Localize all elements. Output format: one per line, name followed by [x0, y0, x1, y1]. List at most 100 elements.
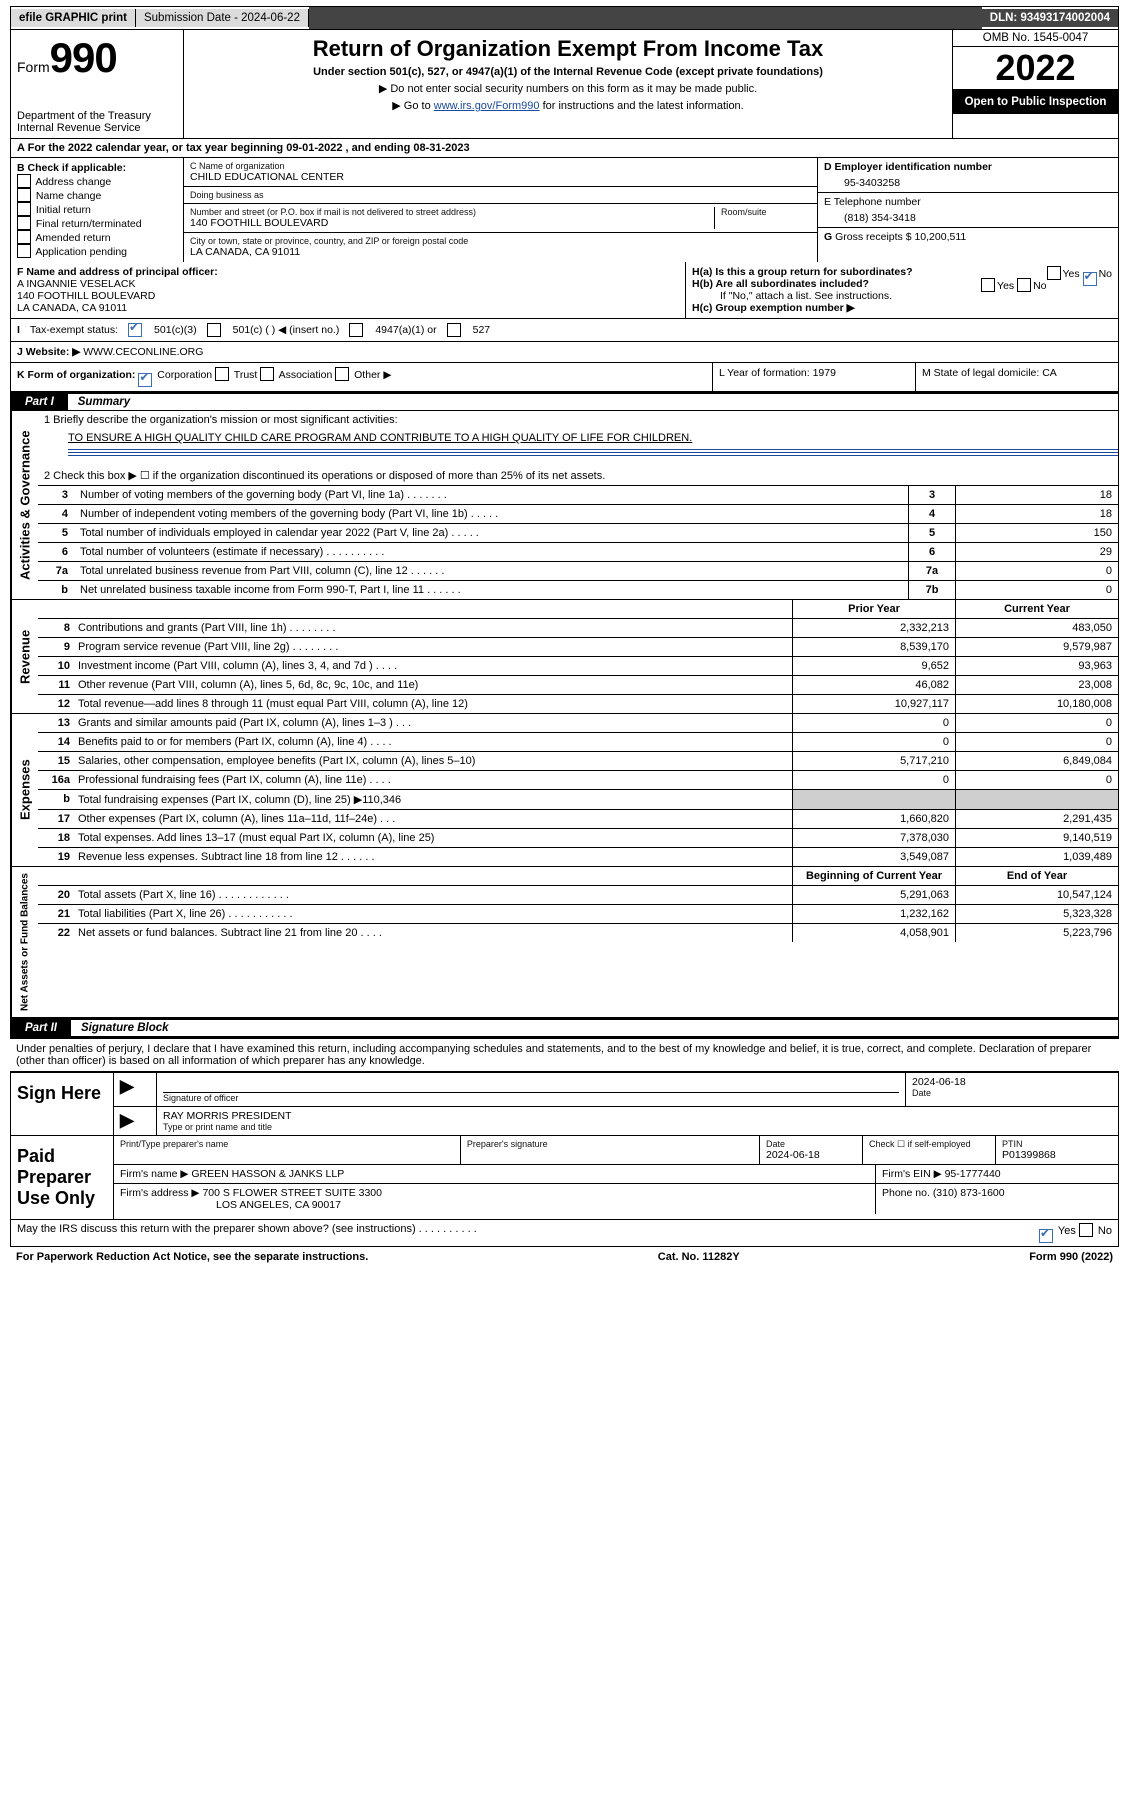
- line-num: 16a: [38, 771, 74, 789]
- current-value: 483,050: [955, 619, 1118, 637]
- opt-corp: Corporation: [157, 369, 212, 381]
- efile-button[interactable]: efile GRAPHIC print: [11, 9, 136, 27]
- line-text: Total assets (Part X, line 16) . . . . .…: [74, 886, 792, 904]
- phone-value: (818) 354-3418: [824, 208, 1112, 224]
- check-other[interactable]: [335, 367, 349, 381]
- firm-phone: (310) 873-1600: [933, 1187, 1005, 1199]
- check-corp[interactable]: [138, 373, 152, 387]
- check-discuss-no[interactable]: [1079, 1223, 1093, 1237]
- signature-declaration: Under penalties of perjury, I declare th…: [10, 1037, 1119, 1071]
- check-initial-return[interactable]: Initial return: [36, 204, 91, 216]
- opt-4947: 4947(a)(1) or: [375, 324, 436, 336]
- current-value: 1,039,489: [955, 848, 1118, 866]
- check-name-change[interactable]: Name change: [36, 190, 101, 202]
- form-subtitle-2: ▶ Do not enter social security numbers o…: [190, 82, 946, 95]
- pra-notice: For Paperwork Reduction Act Notice, see …: [16, 1251, 368, 1263]
- line-text: Other expenses (Part IX, column (A), lin…: [74, 810, 792, 828]
- governance-table: 3 Number of voting members of the govern…: [38, 485, 1118, 599]
- check-4947[interactable]: [349, 323, 363, 337]
- line-num: 22: [38, 924, 74, 942]
- city-label: City or town, state or province, country…: [190, 236, 811, 246]
- state-domicile: M State of legal domicile: CA: [915, 363, 1118, 391]
- check-501c3[interactable]: [128, 323, 142, 337]
- line-num: 12: [38, 695, 74, 713]
- gross-receipts: Gross receipts $ 10,200,511: [835, 231, 966, 243]
- c-label: C Name of organization: [190, 161, 811, 171]
- opt-501c: 501(c) ( ) ◀ (insert no.): [233, 324, 340, 336]
- line-num: 14: [38, 733, 74, 751]
- line-ref: 3: [909, 486, 956, 505]
- line-value: 29: [956, 543, 1119, 562]
- prior-value: 3,549,087: [792, 848, 955, 866]
- discuss-text: May the IRS discuss this return with the…: [17, 1223, 1039, 1243]
- prior-value: 8,539,170: [792, 638, 955, 656]
- discuss-row: May the IRS discuss this return with the…: [10, 1220, 1119, 1247]
- line-num: 10: [38, 657, 74, 675]
- line-text: Number of voting members of the governin…: [74, 486, 909, 505]
- prep-name-label: Print/Type preparer's name: [120, 1139, 454, 1149]
- part2-title: Signature Block: [71, 1020, 179, 1036]
- firm-addr1: 700 S FLOWER STREET SUITE 3300: [202, 1187, 382, 1199]
- line-ref: 5: [909, 524, 956, 543]
- check-address-change[interactable]: Address change: [35, 176, 111, 188]
- prep-self-emp: Check ☐ if self-employed: [869, 1139, 989, 1150]
- line-text: Total unrelated business revenue from Pa…: [74, 562, 909, 581]
- current-value: 10,180,008: [955, 695, 1118, 713]
- officer-city: LA CANADA, CA 91011: [17, 302, 127, 314]
- current-value: 10,547,124: [955, 886, 1118, 904]
- room-label: Room/suite: [721, 207, 811, 217]
- prior-value: 1,660,820: [792, 810, 955, 828]
- check-discuss-yes[interactable]: [1039, 1229, 1053, 1243]
- tax-year-text: For the 2022 calendar year, or tax year …: [28, 142, 470, 154]
- line-num: b: [38, 790, 74, 809]
- line-text: Professional fundraising fees (Part IX, …: [74, 771, 792, 789]
- officer-printed-name: RAY MORRIS PRESIDENT: [163, 1110, 1112, 1122]
- check-trust[interactable]: [215, 367, 229, 381]
- line-text: Total expenses. Add lines 13–17 (must eq…: [74, 829, 792, 847]
- part2-header: Part II Signature Block: [10, 1018, 1119, 1037]
- irs-link[interactable]: www.irs.gov/Form990: [434, 100, 540, 112]
- part1-header: Part I Summary: [10, 392, 1119, 411]
- line-value: 18: [956, 486, 1119, 505]
- head-current: Current Year: [955, 600, 1118, 618]
- check-amended[interactable]: Amended return: [35, 232, 110, 244]
- line-text: Program service revenue (Part VIII, line…: [74, 638, 792, 656]
- box-b-title: B Check if applicable:: [17, 162, 177, 174]
- prior-value: 5,717,210: [792, 752, 955, 770]
- sig-date-label: Date: [912, 1088, 1112, 1098]
- firm-name: GREEN HASSON & JANKS LLP: [191, 1168, 344, 1180]
- prior-value: 10,927,117: [792, 695, 955, 713]
- open-to-public: Open to Public Inspection: [953, 90, 1118, 114]
- expenses-section: Expenses 13 Grants and similar amounts p…: [10, 714, 1119, 867]
- check-app-pending[interactable]: Application pending: [35, 246, 127, 258]
- prior-value: 0: [792, 733, 955, 751]
- k-label: K Form of organization:: [17, 369, 135, 381]
- tab-governance: Activities & Governance: [11, 411, 38, 599]
- check-final-return[interactable]: Final return/terminated: [36, 218, 142, 230]
- firm-ein-label: Firm's EIN ▶: [882, 1168, 942, 1180]
- firm-addr-label: Firm's address ▶: [120, 1187, 200, 1199]
- line-text: Total number of individuals employed in …: [74, 524, 909, 543]
- net-assets-section: Net Assets or Fund Balances Beginning of…: [10, 867, 1119, 1018]
- check-501c[interactable]: [207, 323, 221, 337]
- firm-ein: 95-1777440: [945, 1168, 1001, 1180]
- prior-value: 0: [792, 771, 955, 789]
- name-title-label: Type or print name and title: [163, 1122, 1112, 1132]
- part1-num: Part I: [11, 394, 68, 410]
- check-assoc[interactable]: [260, 367, 274, 381]
- footer: For Paperwork Reduction Act Notice, see …: [10, 1247, 1119, 1267]
- street-value: 140 FOOTHILL BOULEVARD: [190, 217, 714, 229]
- sig-date: 2024-06-18: [912, 1076, 1112, 1088]
- net-head-curr: End of Year: [955, 867, 1118, 885]
- line-num: 9: [38, 638, 74, 656]
- tab-expenses: Expenses: [11, 714, 38, 866]
- phone-label: E Telephone number: [824, 196, 1112, 208]
- i-label: Tax-exempt status:: [30, 324, 118, 336]
- firm-phone-label: Phone no.: [882, 1187, 930, 1199]
- firm-name-label: Firm's name ▶: [120, 1168, 188, 1180]
- ha-label: H(a) Is this a group return for subordin…: [692, 266, 913, 278]
- arrow-icon: ▶: [120, 1076, 134, 1096]
- arrow-icon: ▶: [120, 1110, 134, 1130]
- org-name: CHILD EDUCATIONAL CENTER: [190, 171, 811, 183]
- check-527[interactable]: [447, 323, 461, 337]
